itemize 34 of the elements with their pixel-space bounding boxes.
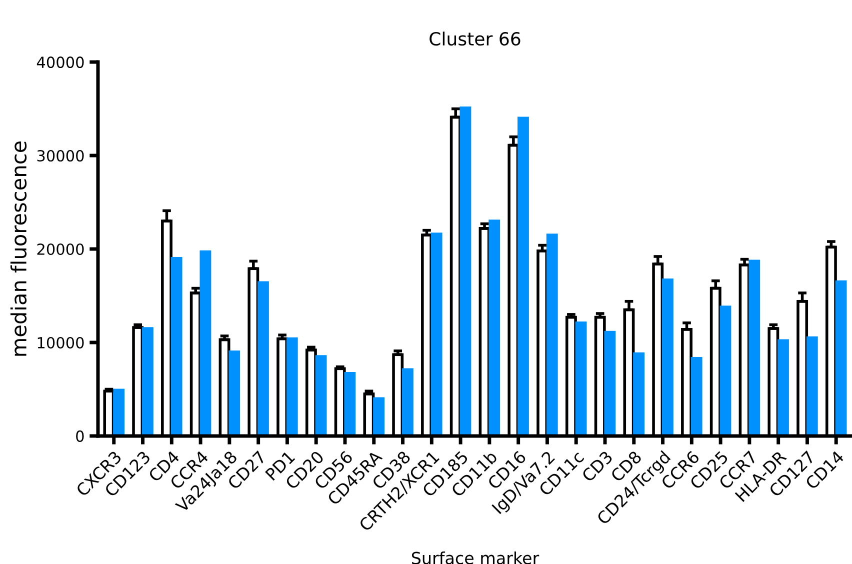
chart-title: Cluster 66 [430, 32, 520, 46]
bar [690, 356, 702, 436]
bar [200, 250, 212, 436]
bar [806, 336, 818, 436]
bar [286, 337, 298, 436]
y-tick-label: 40000 [36, 56, 84, 68]
bar [546, 234, 558, 436]
bar [518, 116, 529, 436]
bar [720, 306, 732, 436]
bar [402, 368, 414, 436]
bar [575, 321, 587, 436]
y-tick-label: 20000 [37, 243, 84, 256]
bar [344, 372, 356, 436]
y-tick-label: 30000 [37, 150, 84, 162]
bar [604, 330, 616, 436]
bar [142, 327, 154, 436]
bar [315, 355, 327, 436]
bar [373, 397, 385, 436]
x-axis-title: Surface marker [412, 551, 540, 564]
bar [633, 352, 645, 436]
bar [258, 281, 269, 436]
y-tick-label: 10000 [38, 336, 84, 349]
bar [113, 388, 125, 436]
bar [748, 260, 760, 436]
y-axis-title: median fluorescence [10, 141, 27, 356]
bar [488, 220, 500, 436]
bar [835, 280, 847, 436]
bar [778, 339, 789, 436]
bar [460, 106, 472, 436]
bar [228, 350, 240, 436]
y-tick-label: 0 [76, 430, 84, 442]
bar [170, 256, 182, 436]
bar [430, 232, 442, 436]
bar [662, 278, 674, 436]
